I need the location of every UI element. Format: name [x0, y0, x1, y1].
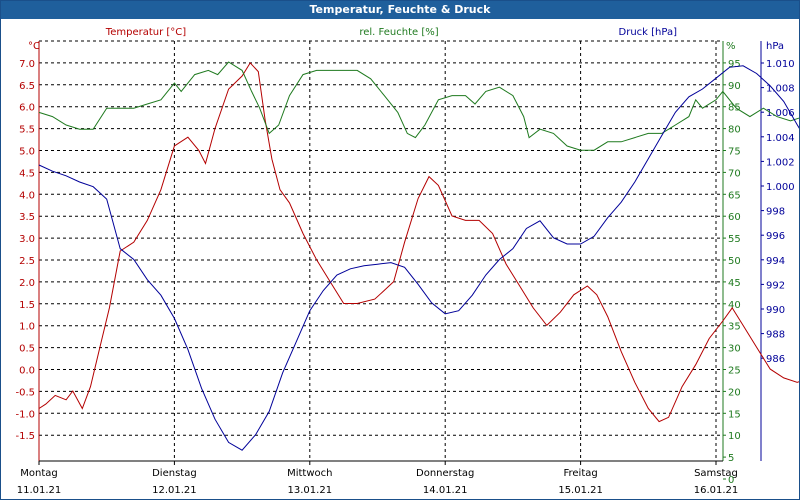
x-tick-date-label: 13.01.21 [288, 485, 333, 496]
temperature-tick-label: 1.5 [19, 300, 35, 311]
pressure-tick-label: 1.008 [766, 84, 795, 95]
humidity-tick-label: 45 [728, 278, 741, 289]
pressure-series-line [38, 65, 799, 451]
temperature-tick-label: 3.5 [19, 212, 35, 223]
x-tick-day-label: Freitag [563, 468, 597, 479]
temperature-tick-label: -1.5 [15, 431, 35, 442]
humidity-tick-label: 60 [728, 212, 741, 223]
pressure-tick-label: 1.006 [766, 108, 795, 119]
humidity-series-line [38, 61, 799, 151]
pressure-tick-label: 1.000 [766, 182, 795, 193]
pressure-tick-label: 996 [766, 231, 785, 242]
pressure-axis-title: Druck [hPa] [619, 27, 678, 38]
temperature-tick-label: 5.0 [19, 147, 35, 158]
humidity-tick-label: 40 [728, 300, 741, 311]
x-tick-date-label: 16.01.21 [694, 485, 739, 496]
humidity-tick-label: 15 [728, 409, 741, 420]
pressure-tick-label: 988 [766, 330, 785, 341]
x-tick-date-label: 15.01.21 [558, 485, 603, 496]
x-tick-day-label: Dienstag [152, 468, 197, 479]
humidity-tick-label: 90 [728, 81, 741, 92]
temperature-axis-title: Temperatur [°C] [105, 27, 186, 38]
temperature-tick-label: 6.5 [19, 81, 35, 92]
pressure-tick-label: 990 [766, 305, 785, 316]
temperature-tick-label: 5.5 [19, 125, 35, 136]
humidity-tick-label: 55 [728, 234, 741, 245]
humidity-tick-label: 20 [728, 387, 741, 398]
humidity-tick-label: 65 [728, 190, 741, 201]
humidity-tick-label: 30 [728, 344, 741, 355]
x-tick-day-label: Mittwoch [287, 468, 332, 479]
x-tick-day-label: Montag [20, 468, 57, 479]
humidity-axis-title: rel. Feuchte [%] [359, 27, 438, 38]
pressure-tick-label: 1.010 [766, 59, 795, 70]
pressure-tick-label: 1.004 [766, 133, 795, 144]
temperature-tick-label: 1.0 [19, 322, 35, 333]
temperature-tick-label: 7.0 [19, 59, 35, 70]
humidity-tick-label: 25 [728, 366, 741, 377]
temperature-tick-label: -1.0 [15, 409, 35, 420]
humidity-unit-label: % [726, 41, 736, 52]
temperature-tick-label: 6.0 [19, 103, 35, 114]
humidity-tick-label: 95 [728, 59, 741, 70]
pressure-tick-label: 994 [766, 256, 785, 267]
humidity-tick-label: 0 [728, 475, 734, 486]
humidity-tick-label: 80 [728, 125, 741, 136]
temperature-tick-label: -0.5 [15, 387, 35, 398]
humidity-tick-label: 10 [728, 431, 741, 442]
axes: Montag 11.01.21 Dienstag 12.01.21 Mittwoch 13… [15, 41, 795, 496]
x-tick-date-label: 11.01.21 [17, 485, 62, 496]
humidity-tick-label: 50 [728, 256, 741, 267]
temperature-tick-label: 0.0 [19, 366, 35, 377]
series-group [38, 61, 799, 451]
temperature-tick-label: 0.5 [19, 344, 35, 355]
pressure-tick-label: 992 [766, 280, 785, 291]
humidity-tick-label: 85 [728, 103, 741, 114]
x-tick-day-label: Samstag [694, 468, 738, 479]
temperature-tick-label: 2.5 [19, 256, 35, 267]
pressure-tick-label: 998 [766, 207, 785, 218]
x-tick-day-label: Donnerstag [416, 468, 474, 479]
temperature-tick-label: 4.5 [19, 168, 35, 179]
humidity-tick-label: 5 [728, 453, 734, 464]
window-title: Temperatur, Feuchte & Druck [1, 1, 799, 19]
labels: Temperatur [°C] rel. Feuchte [%] Druck [… [28, 27, 784, 52]
humidity-tick-label: 75 [728, 147, 741, 158]
temperature-tick-label: 4.0 [19, 190, 35, 201]
pressure-unit-label: hPa [766, 41, 784, 52]
pressure-tick-label: 1.002 [766, 157, 795, 168]
temperature-tick-label: 3.0 [19, 234, 35, 245]
humidity-tick-label: 35 [728, 322, 741, 333]
x-tick-date-label: 14.01.21 [423, 485, 468, 496]
grid [39, 40, 723, 461]
humidity-tick-label: 70 [728, 168, 741, 179]
pressure-tick-label: 986 [766, 354, 785, 365]
temperature-series-line [38, 62, 799, 423]
temperature-unit-label: °C [28, 41, 40, 52]
temperature-tick-label: 2.0 [19, 278, 35, 289]
x-tick-date-label: 12.01.21 [152, 485, 197, 496]
